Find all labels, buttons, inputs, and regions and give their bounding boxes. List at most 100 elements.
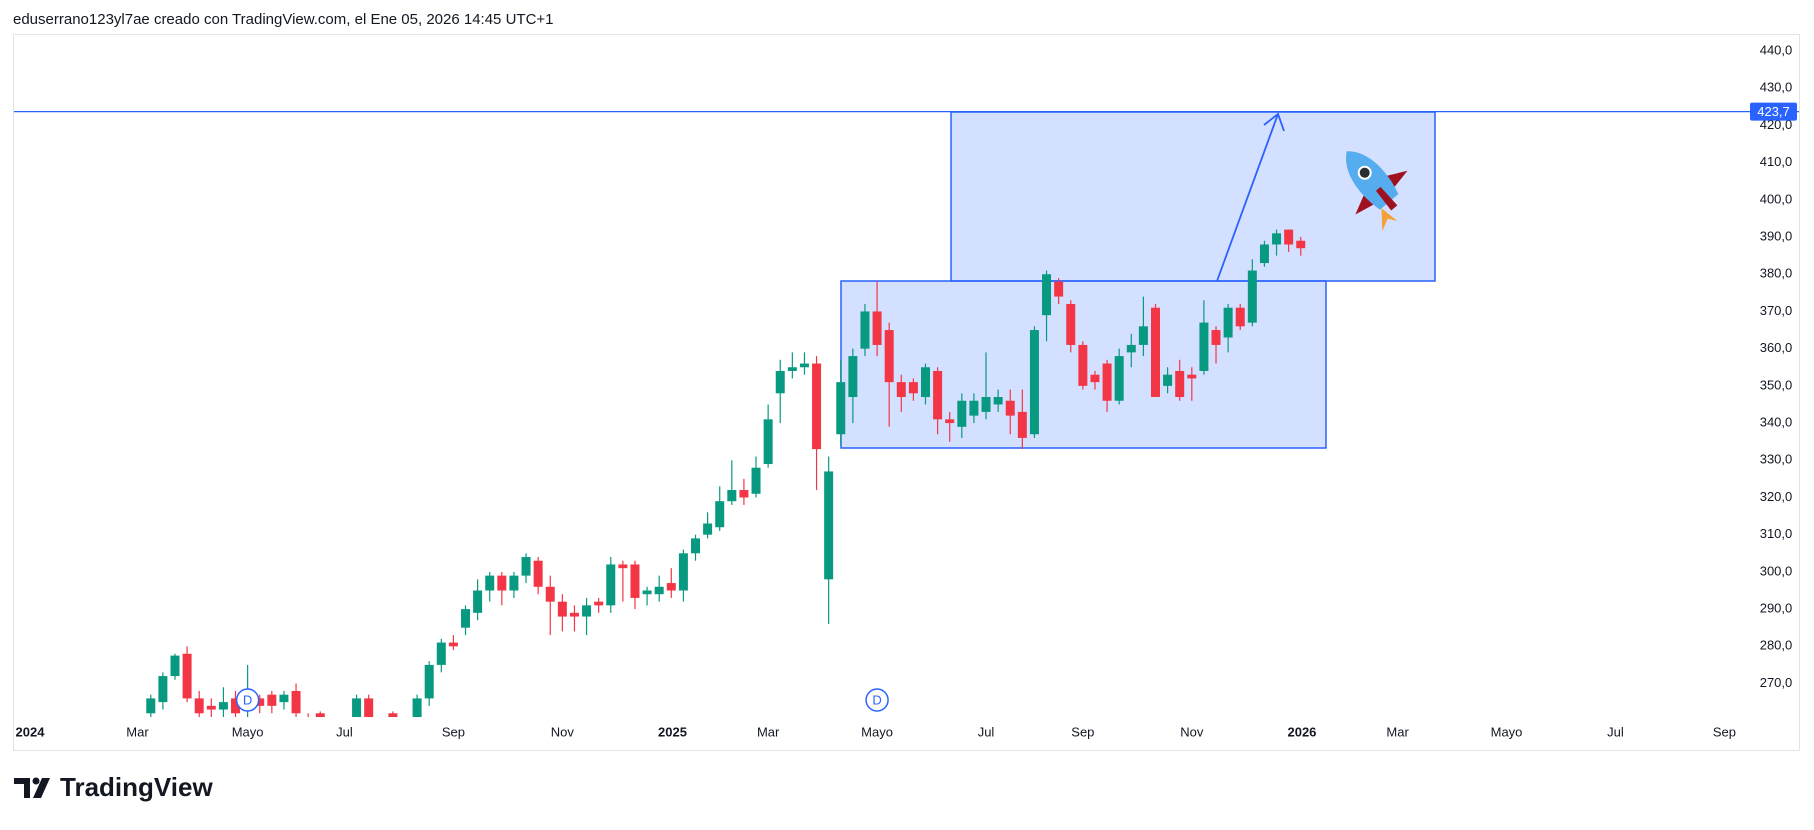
candle-body bbox=[1272, 233, 1282, 245]
x-tick-label: Jul bbox=[978, 724, 995, 739]
candle-body bbox=[884, 330, 894, 383]
candle-body bbox=[691, 538, 701, 554]
logo-mark bbox=[33, 778, 50, 798]
candle-body bbox=[993, 397, 1003, 405]
rocket-window bbox=[1359, 167, 1370, 178]
event-label: D bbox=[243, 692, 252, 707]
y-tick-label: 340,0 bbox=[1760, 415, 1793, 430]
candle-body bbox=[1150, 307, 1160, 398]
candle-body bbox=[521, 557, 531, 576]
candle-body bbox=[1223, 307, 1233, 338]
candle-body bbox=[582, 605, 592, 617]
candle-body bbox=[1078, 344, 1088, 386]
candle-body bbox=[896, 382, 906, 398]
rocket-fin bbox=[1385, 170, 1408, 187]
candle-body bbox=[1211, 330, 1221, 345]
price-badge-label: 423,7 bbox=[1757, 104, 1790, 119]
y-tick-label: 330,0 bbox=[1760, 452, 1793, 467]
x-tick-label: Nov bbox=[1180, 724, 1204, 739]
candles bbox=[146, 229, 1306, 728]
candle-body bbox=[836, 382, 846, 435]
candle-body bbox=[1090, 374, 1100, 383]
candle-body bbox=[533, 560, 543, 587]
x-tick-label: Mar bbox=[1386, 724, 1409, 739]
candle-body bbox=[569, 612, 579, 617]
candle-body bbox=[388, 713, 398, 717]
x-tick-label: Mar bbox=[126, 724, 149, 739]
y-tick-label: 400,0 bbox=[1760, 191, 1793, 206]
candle-body bbox=[352, 698, 362, 717]
candle-body bbox=[678, 553, 688, 591]
candle-body bbox=[751, 467, 761, 494]
y-tick-label: 280,0 bbox=[1760, 638, 1793, 653]
candle-body bbox=[654, 586, 664, 595]
candle-body bbox=[824, 471, 834, 580]
candle-body bbox=[920, 367, 930, 398]
x-tick-label: 2026 bbox=[1287, 724, 1316, 739]
candle-body bbox=[812, 363, 822, 450]
x-tick-label: 2025 bbox=[658, 724, 687, 739]
chart-frame bbox=[13, 34, 1800, 751]
drawings bbox=[840, 111, 1436, 449]
candle-body bbox=[957, 400, 967, 427]
candle-body bbox=[400, 724, 409, 728]
candle-body bbox=[739, 490, 749, 498]
y-tick-label: 320,0 bbox=[1760, 489, 1793, 504]
candle-body bbox=[606, 564, 616, 606]
candle-body bbox=[146, 698, 156, 714]
candle-body bbox=[436, 642, 446, 665]
candle-body bbox=[1066, 304, 1076, 345]
y-tick-label: 390,0 bbox=[1760, 228, 1793, 243]
candle-body bbox=[727, 490, 737, 502]
rocket-fin bbox=[1375, 186, 1398, 211]
logo-text: TradingView bbox=[60, 772, 213, 802]
candle-body bbox=[267, 694, 277, 706]
x-tick-label: Sep bbox=[1713, 724, 1736, 739]
candle-body bbox=[1102, 363, 1112, 401]
x-tick-label: Sep bbox=[1071, 724, 1094, 739]
candle-body bbox=[715, 501, 725, 528]
candle-body bbox=[1017, 411, 1027, 438]
y-tick-label: 430,0 bbox=[1760, 80, 1793, 95]
candle-body bbox=[1005, 400, 1015, 416]
y-tick-label: 310,0 bbox=[1760, 526, 1793, 541]
rocket-flame bbox=[1381, 208, 1398, 232]
candle-body bbox=[908, 382, 918, 394]
candle-body bbox=[1126, 344, 1136, 353]
candle-body bbox=[206, 705, 216, 710]
candle-body bbox=[461, 609, 471, 628]
candle-body bbox=[315, 713, 325, 717]
logo: TradingView bbox=[14, 772, 213, 802]
candle-body bbox=[860, 311, 870, 349]
candle-body bbox=[545, 586, 555, 602]
candle-body bbox=[231, 698, 241, 714]
candle-body bbox=[194, 698, 204, 714]
x-tick-label: Nov bbox=[551, 724, 575, 739]
candle-body bbox=[1259, 244, 1269, 264]
candle-body bbox=[787, 367, 797, 371]
arrow-head bbox=[1263, 112, 1285, 132]
header-text: eduserrano123yl7ae creado con TradingVie… bbox=[13, 11, 554, 28]
candle-body bbox=[497, 575, 507, 591]
candle-body bbox=[1187, 374, 1197, 379]
x-tick-label: Jul bbox=[1607, 724, 1624, 739]
rocket-fin bbox=[1355, 193, 1374, 215]
candle-body bbox=[799, 363, 809, 368]
y-tick-label: 300,0 bbox=[1760, 563, 1793, 578]
candle-body bbox=[1284, 229, 1294, 245]
candle-body bbox=[304, 721, 313, 725]
y-tick-label: 270,0 bbox=[1760, 675, 1793, 690]
candle-body bbox=[424, 664, 434, 699]
candle-body bbox=[1247, 270, 1257, 323]
candle-body bbox=[473, 590, 483, 613]
x-tick-label: Mayo bbox=[232, 724, 264, 739]
candle-body bbox=[703, 523, 713, 535]
candle-body bbox=[1042, 274, 1052, 316]
x-tick-label: Sep bbox=[442, 724, 465, 739]
candle-body bbox=[642, 590, 652, 595]
logo-mark bbox=[32, 777, 40, 785]
candle-body bbox=[872, 311, 882, 345]
candle-body bbox=[981, 397, 991, 412]
x-tick-label: Mayo bbox=[1491, 724, 1523, 739]
